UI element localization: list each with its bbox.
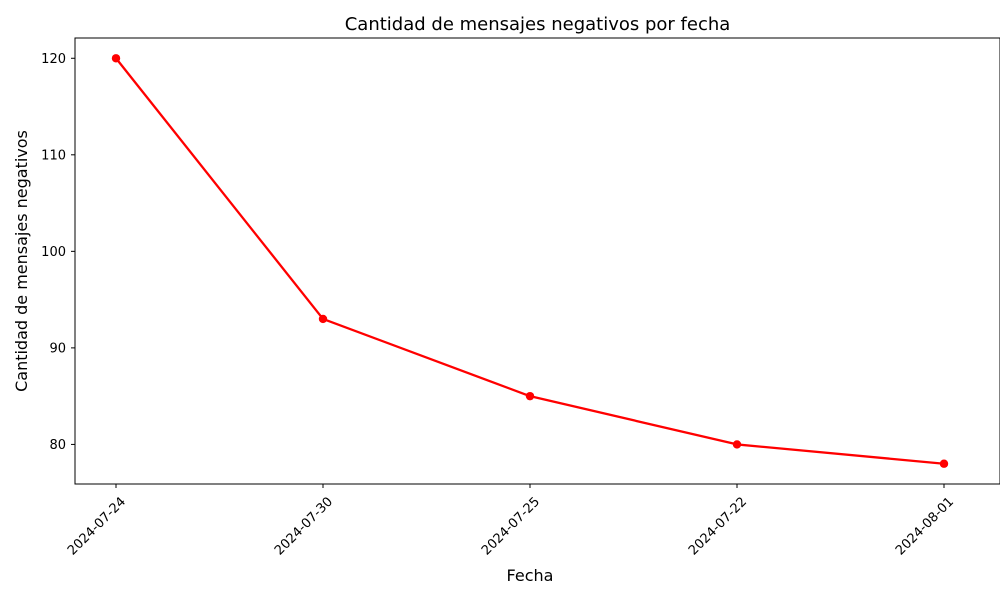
y-tick-label: 120 — [41, 52, 66, 67]
x-tick-label: 2024-07-30 — [272, 494, 336, 558]
y-tick-label: 110 — [41, 148, 66, 163]
x-axis-ticks: 2024-07-24 2024-07-30 2024-07-25 2024-07-22… — [65, 484, 957, 558]
y-tick-label: 90 — [49, 341, 66, 356]
data-point-marker — [111, 54, 121, 63]
x-tick-label: 2024-08-01 — [893, 494, 957, 558]
y-tick-label: 80 — [49, 438, 66, 453]
y-axis-label: Cantidad de mensajes negativos — [12, 130, 31, 392]
x-tick-label: 2024-07-22 — [686, 494, 750, 558]
data-point-marker — [939, 459, 949, 468]
y-axis-ticks: 80 90 100 110 120 — [41, 52, 75, 453]
chart-title: Cantidad de mensajes negativos por fecha — [345, 14, 731, 35]
data-point-marker — [732, 440, 742, 449]
x-tick-label: 2024-07-25 — [479, 494, 543, 558]
data-point-marker — [525, 391, 535, 401]
x-axis-label: Fecha — [507, 566, 554, 585]
x-tick-label: 2024-07-24 — [65, 494, 129, 558]
plot-area-frame — [74, 37, 1000, 485]
y-tick-label: 100 — [41, 245, 66, 260]
data-point-marker — [318, 314, 328, 324]
series-markers — [111, 54, 949, 468]
